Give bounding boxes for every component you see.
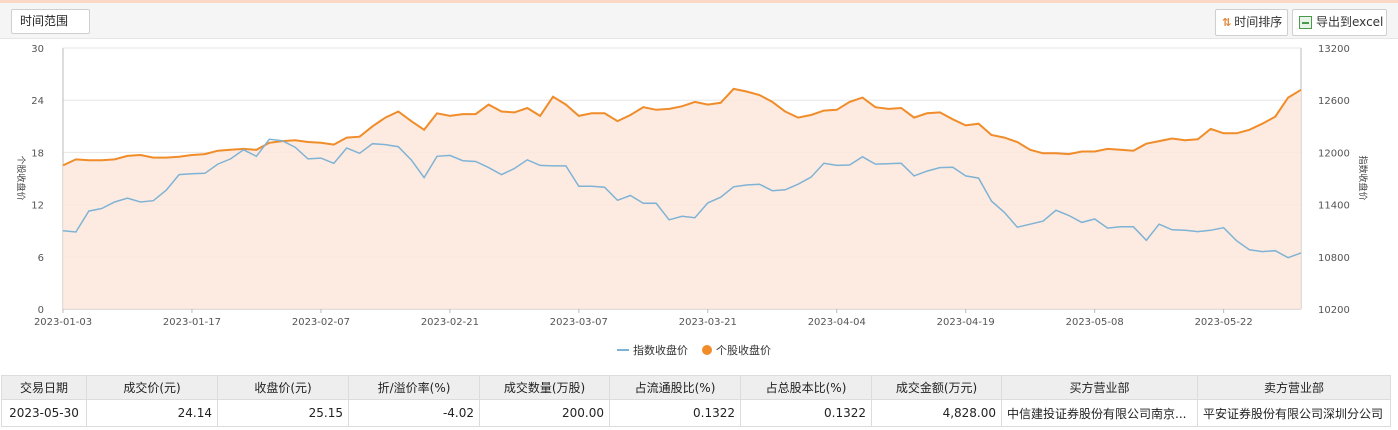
col-header[interactable]: 成交数量(万股) <box>479 375 610 400</box>
col-header[interactable]: 收盘价(元) <box>217 375 349 400</box>
cell-seller: 平安证券股份有限公司深圳分公司 <box>1197 399 1391 427</box>
cell-volume: 200.00 <box>479 399 610 427</box>
left-tick-label: 0 <box>38 305 44 316</box>
trade-table: 交易日期 成交价(元) 收盘价(元) 折/溢价率(%) 成交数量(万股) 占流通… <box>1 375 1391 427</box>
col-header[interactable]: 交易日期 <box>1 375 87 400</box>
x-tick-label: 2023-01-03 <box>34 317 92 328</box>
cell-trade-price: 24.14 <box>86 399 218 427</box>
x-tick-label: 2023-01-17 <box>163 317 221 328</box>
sort-arrows-icon: ⇅ <box>1222 16 1232 29</box>
index-price-line <box>62 138 1302 259</box>
cell-total-ratio: 0.1322 <box>740 399 872 427</box>
export-excel-button[interactable]: 导出到excel <box>1292 9 1387 36</box>
x-tick-label: 2023-05-08 <box>1066 317 1124 328</box>
x-tick-label: 2023-03-21 <box>679 317 737 328</box>
left-tick-label: 12 <box>31 201 44 212</box>
chart-legend: 指数收盘价 个股收盘价 <box>0 342 1398 358</box>
left-tick-label: 24 <box>31 96 44 107</box>
col-header[interactable]: 占流通股比(%) <box>609 375 741 400</box>
export-excel-label: 导出到excel <box>1316 15 1384 29</box>
col-header[interactable]: 成交金额(万元) <box>871 375 1002 400</box>
top-accent-line <box>0 0 1398 3</box>
right-tick-label: 12000 <box>1318 148 1350 159</box>
x-tick-label: 2023-02-07 <box>292 317 350 328</box>
left-tick-label: 30 <box>31 44 44 55</box>
legend-stock-label: 个股收盘价 <box>716 344 771 357</box>
time-sort-label: 时间排序 <box>1234 15 1283 29</box>
stock-price-line <box>62 87 1302 167</box>
stock-price-area <box>63 88 1301 310</box>
col-header[interactable]: 成交价(元) <box>86 375 218 400</box>
right-tick-label: 11400 <box>1318 201 1350 212</box>
time-sort-button[interactable]: ⇅ 时间排序 <box>1215 9 1288 36</box>
legend-stock[interactable]: 个股收盘价 <box>702 342 771 358</box>
x-tick-label: 2023-04-19 <box>937 317 995 328</box>
x-tick-label: 2023-05-22 <box>1195 317 1253 328</box>
right-axis-title: 指数收盘价 <box>1357 155 1369 200</box>
cell-float-ratio: 0.1322 <box>609 399 741 427</box>
right-tick-label: 13200 <box>1318 44 1350 55</box>
right-tick-label: 12600 <box>1318 96 1350 107</box>
right-tick-label: 10200 <box>1318 305 1350 316</box>
cell-buyer: 中信建投证券股份有限公司南京... <box>1001 399 1198 427</box>
x-tick-label: 2023-02-21 <box>421 317 479 328</box>
cell-amount: 4,828.00 <box>871 399 1002 427</box>
excel-icon <box>1299 16 1312 29</box>
x-tick-label: 2023-03-07 <box>550 317 608 328</box>
legend-index[interactable]: 指数收盘价 <box>617 342 688 358</box>
col-header[interactable]: 买方营业部 <box>1001 375 1198 400</box>
legend-stock-swatch <box>702 345 712 355</box>
left-tick-label: 18 <box>31 148 44 159</box>
table-row: 2023-05-30 24.14 25.15 -4.02 200.00 0.13… <box>1 399 1391 427</box>
price-chart: 0 10200 6 10800 12 11400 18 12000 24 12600 30 13200… <box>15 44 1369 328</box>
toolbar: 时间范围 ⇅ 时间排序 导出到excel <box>0 3 1398 39</box>
left-axis-title: 个股收盘价 <box>15 155 27 200</box>
table-header-row: 交易日期 成交价(元) 收盘价(元) 折/溢价率(%) 成交数量(万股) 占流通… <box>1 375 1391 400</box>
time-range-selector[interactable]: 时间范围 <box>11 9 90 34</box>
cell-close-price: 25.15 <box>217 399 349 427</box>
right-tick-label: 10800 <box>1318 253 1350 264</box>
cell-date: 2023-05-30 <box>1 399 87 427</box>
col-header[interactable]: 占总股本比(%) <box>740 375 872 400</box>
legend-index-swatch <box>617 349 629 351</box>
left-tick-label: 6 <box>38 253 44 264</box>
x-tick-label: 2023-04-04 <box>808 317 866 328</box>
col-header[interactable]: 卖方营业部 <box>1197 375 1391 400</box>
col-header[interactable]: 折/溢价率(%) <box>348 375 480 400</box>
legend-index-label: 指数收盘价 <box>633 344 688 357</box>
cell-premium-rate: -4.02 <box>348 399 480 427</box>
